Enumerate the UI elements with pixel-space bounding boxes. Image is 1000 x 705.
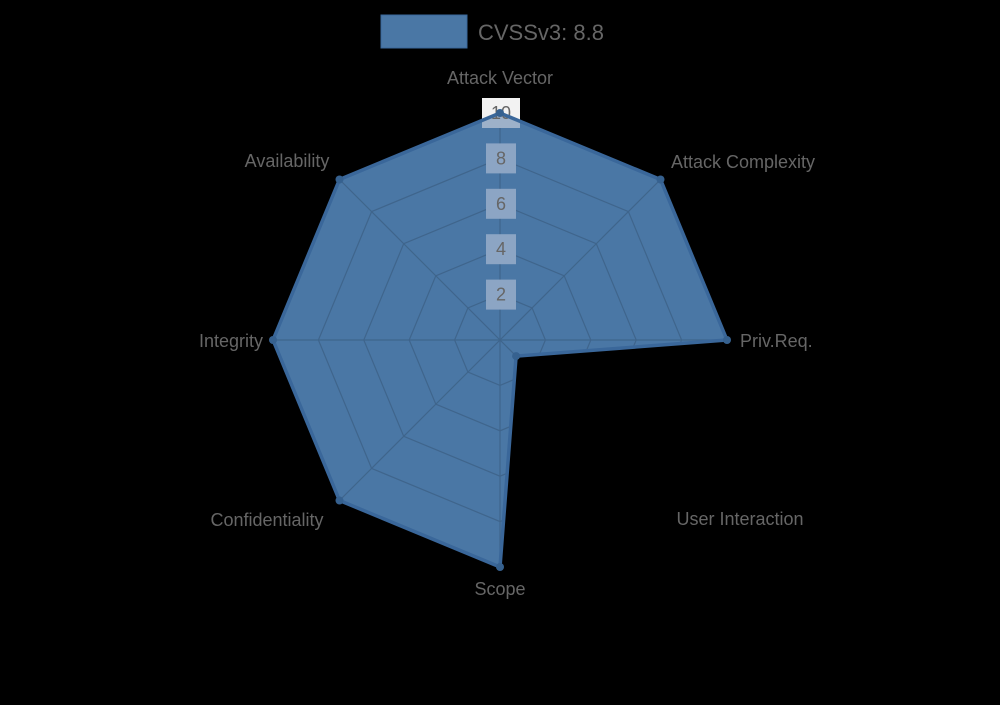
axis-label-user-interaction: User Interaction: [676, 509, 803, 529]
tick-label: 4: [496, 239, 506, 259]
grid-spoke: [339, 179, 501, 341]
axis-label-priv-req: Priv.Req.: [740, 331, 813, 351]
grid-spoke: [499, 179, 661, 341]
tick-label: 2: [496, 285, 506, 305]
tick-label: 6: [496, 194, 506, 214]
data-point[interactable]: [496, 563, 504, 571]
tick-label: 8: [496, 148, 506, 168]
data-point[interactable]: [335, 496, 344, 505]
grid-spoke: [339, 339, 501, 501]
tick-backdrop: [486, 188, 516, 219]
tick-backdrop: [486, 143, 516, 174]
tick-backdrop: [486, 279, 516, 310]
axis-label-integrity: Integrity: [199, 331, 263, 351]
legend-swatch[interactable]: [380, 14, 468, 49]
data-point[interactable]: [656, 175, 665, 184]
data-point[interactable]: [723, 336, 731, 344]
legend-label[interactable]: CVSSv3: 8.8: [478, 20, 604, 45]
data-point[interactable]: [335, 175, 344, 184]
axis-label-confidentiality: Confidentiality: [210, 510, 323, 530]
data-point[interactable]: [269, 336, 277, 344]
axis-label-availability: Availability: [245, 151, 330, 171]
tick-backdrop: [486, 234, 516, 265]
data-point[interactable]: [496, 109, 504, 117]
axis-label-attack-vector: Attack Vector: [447, 68, 553, 88]
data-point[interactable]: [512, 352, 521, 361]
axis-label-scope: Scope: [474, 579, 525, 599]
axis-label-attack-complexity: Attack Complexity: [671, 152, 815, 172]
